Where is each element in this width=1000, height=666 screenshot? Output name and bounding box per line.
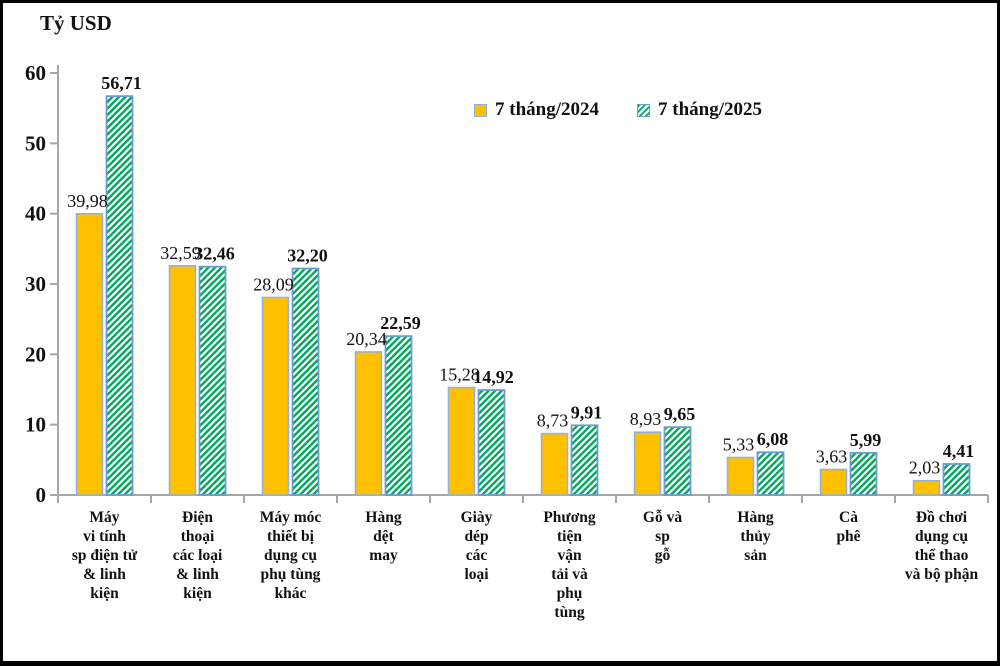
category-label-2: Máy móc thiết bị dụng cụ phụ tùng khác — [259, 509, 322, 602]
bar-2024-8 — [819, 468, 848, 496]
value-label-2025-5: 9,91 — [571, 402, 603, 422]
category-label-5: Phương tiện vận tải và phụ tùng — [543, 509, 596, 621]
value-label-2025-7: 6,08 — [757, 429, 789, 449]
value-label-2024-7: 5,33 — [723, 435, 755, 455]
legend-item-2024: 7 tháng/2024 — [474, 99, 599, 121]
value-label-2024-8: 3,63 — [816, 446, 848, 466]
bar-2025-3 — [384, 335, 413, 496]
bar-2025-8 — [849, 451, 878, 496]
y-tick-label: 40 — [25, 202, 46, 226]
category-label-1: Điện thoại các loại & linh kiện — [172, 509, 223, 602]
legend-swatch-2025-icon — [637, 103, 650, 117]
y-axis-unit-title: Tỷ USD — [40, 11, 112, 35]
y-tick-label: 0 — [36, 483, 47, 507]
y-tick-label: 10 — [25, 413, 46, 437]
bar-2024-4 — [447, 386, 476, 496]
bar-2025-2 — [291, 267, 320, 496]
bar-2025-1 — [198, 265, 227, 496]
value-label-2025-0: 56,71 — [101, 73, 142, 93]
value-label-2024-9: 2,03 — [909, 458, 941, 478]
bar-2024-7 — [726, 456, 755, 496]
category-label-7: Hàng thủy sản — [737, 509, 774, 564]
bar-2025-5 — [570, 424, 599, 496]
category-label-4: Giày dép các loại — [460, 509, 493, 583]
value-label-2024-1: 32,59 — [160, 243, 201, 263]
bar-2024-9 — [912, 479, 941, 496]
bar-2025-6 — [663, 426, 692, 496]
value-label-2025-3: 22,59 — [380, 313, 421, 333]
bar-2025-4 — [477, 389, 506, 496]
value-label-2024-6: 8,93 — [630, 409, 662, 429]
legend-label-2025: 7 tháng/2025 — [658, 99, 762, 120]
bar-2024-6 — [633, 431, 662, 496]
value-label-2024-0: 39,98 — [67, 191, 108, 211]
legend-swatch-2024-icon — [474, 103, 487, 117]
value-label-2024-5: 8,73 — [537, 411, 569, 431]
value-label-2025-8: 5,99 — [850, 430, 882, 450]
legend-item-2025: 7 tháng/2025 — [637, 99, 762, 121]
value-label-2025-9: 4,41 — [943, 441, 975, 461]
bar-2025-0 — [105, 95, 134, 496]
legend-label-2024: 7 tháng/2024 — [495, 99, 599, 120]
category-label-8: Cà phê — [836, 509, 861, 545]
value-label-2025-6: 9,65 — [664, 404, 696, 424]
y-tick-label: 30 — [25, 272, 46, 296]
y-tick-label: 50 — [25, 131, 46, 155]
bar-2024-3 — [354, 351, 383, 496]
category-label-3: Hàng dệt may — [365, 509, 402, 564]
category-label-0: Máy vi tính sp điện tử & linh kiện — [71, 509, 138, 602]
bar-2024-2 — [261, 296, 290, 496]
value-label-2024-3: 20,34 — [346, 329, 387, 349]
value-label-2025-1: 32,46 — [194, 244, 235, 264]
value-label-2025-2: 32,20 — [287, 246, 328, 266]
bar-2024-5 — [540, 432, 569, 496]
value-label-2025-4: 14,92 — [473, 367, 514, 387]
y-tick-label: 60 — [25, 61, 46, 85]
bar-2025-7 — [756, 451, 785, 496]
category-label-9: Đồ chơi dụng cụ thể thao và bộ phận — [904, 509, 979, 583]
bar-2024-1 — [168, 264, 197, 496]
bar-2024-0 — [75, 213, 104, 496]
value-label-2024-2: 28,09 — [253, 274, 294, 294]
value-label-2024-4: 15,28 — [439, 365, 480, 385]
category-label-6: Gỗ và sp gỗ — [642, 509, 683, 564]
bar-2025-9 — [942, 463, 971, 496]
y-tick-label: 20 — [25, 342, 46, 366]
legend: 7 tháng/2024 7 tháng/2025 — [474, 99, 762, 121]
